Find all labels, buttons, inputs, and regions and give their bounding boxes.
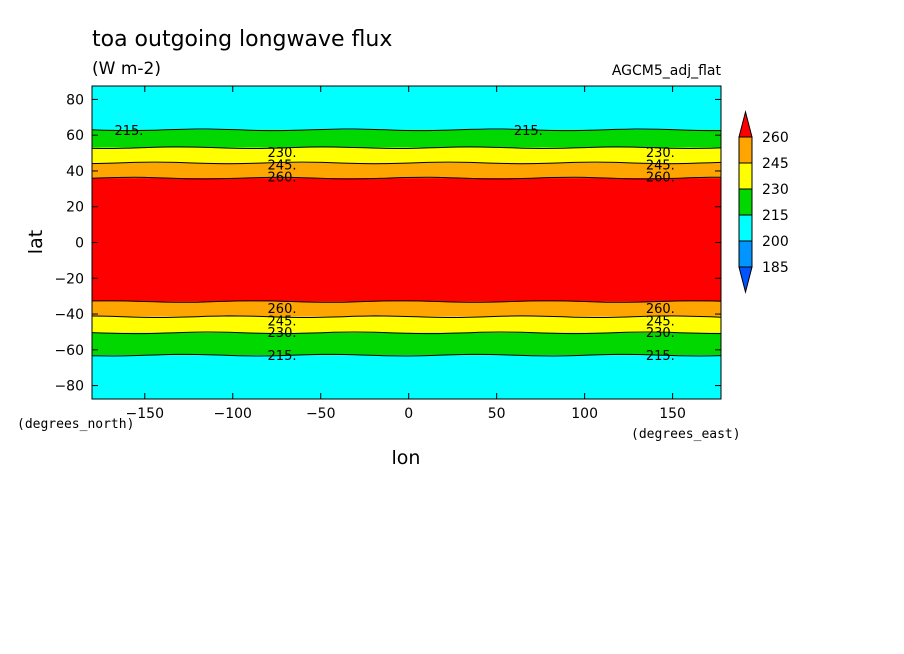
contour-label-15: 215. [646, 349, 675, 364]
y-tick-label-3: −20 [54, 271, 84, 287]
contour-band-0 [92, 86, 721, 130]
colorbar-label-200: 200 [762, 234, 789, 250]
contour-line-0 [91, 128, 721, 132]
chart-title: toa outgoing longwave flux [92, 27, 392, 52]
chart-units: (W m-2) [92, 59, 161, 79]
contour-band-5 [92, 301, 721, 317]
y-tick-label-1: −60 [54, 343, 84, 359]
x-axis: −150 −100 −50 0 50 100 150 [126, 86, 686, 422]
contour-label-14: 230. [646, 326, 675, 341]
contour-band-6 [92, 316, 721, 333]
colorbar-box-0 [738, 136, 753, 164]
x-tick-label-0: −150 [126, 406, 164, 422]
y-tick-label-5: 20 [66, 200, 84, 216]
colorbar-box-2 [738, 188, 753, 216]
contour-band-1 [92, 129, 721, 148]
contour-label-2: 230. [268, 146, 297, 161]
contour-label-1: 215. [514, 124, 543, 139]
contour-band-3 [92, 162, 721, 179]
contour-label-9: 245. [268, 314, 297, 329]
colorbar-label-245: 245 [762, 156, 789, 172]
y-tick-label-4: 0 [75, 236, 84, 252]
contour-label-13: 245. [646, 314, 675, 329]
colorbar-min-triangle [738, 266, 753, 294]
colorbar-box-4 [738, 240, 753, 268]
y-tick-label-8: 80 [66, 92, 84, 108]
x-axis-label: lon [392, 447, 421, 469]
contour-fill-layer [92, 86, 721, 399]
contour-line-1 [91, 146, 722, 150]
x-units-label: (degrees_east) [631, 427, 741, 442]
x-tick-label-5: 100 [571, 406, 598, 422]
colorbar-label-215: 215 [762, 208, 789, 224]
contour-label-7: 260. [646, 170, 675, 185]
contour-label-layer: 215. 215.230.245.260.230.245.260.260.245.… [114, 124, 674, 364]
x-tick-label-1: −100 [214, 406, 252, 422]
y-tick-label-0: −80 [54, 379, 84, 395]
contour-line-2 [91, 161, 722, 165]
contour-label-6: 245. [646, 159, 675, 174]
y-axis-label: lat [25, 230, 47, 254]
y-axis: −80 −60 −40 −20 0 20 40 60 80 [54, 92, 721, 395]
x-tick-label-2: −50 [306, 406, 336, 422]
colorbar-label-260: 260 [762, 130, 789, 146]
colorbar-max-triangle [738, 110, 753, 138]
contour-label-4: 260. [268, 170, 297, 185]
contour-line-7 [91, 353, 722, 357]
contour-line-4 [91, 300, 722, 303]
y-tick-label-7: 60 [66, 128, 84, 144]
contour-label-5: 230. [646, 146, 675, 161]
colorbar: 260 245 230 215 200 185 [738, 110, 789, 294]
colorbar-box-1 [738, 162, 753, 190]
contour-line-5 [91, 315, 722, 318]
colorbar-label-230: 230 [762, 182, 789, 198]
contour-label-8: 260. [268, 302, 297, 317]
contour-line-3 [91, 176, 721, 180]
contour-label-11: 215. [268, 349, 297, 364]
y-units-label: (degrees_north) [17, 417, 134, 432]
contour-label-3: 245. [268, 159, 297, 174]
contour-band-2 [92, 147, 721, 163]
contour-line-layer [91, 128, 722, 357]
x-tick-label-3: 0 [404, 406, 413, 422]
contour-label-10: 230. [268, 326, 297, 341]
colorbar-box-3 [738, 214, 753, 242]
contour-label-0: 215. [114, 124, 143, 139]
x-tick-label-4: 50 [488, 406, 506, 422]
contour-line-6 [91, 331, 722, 335]
contour-band-8 [92, 355, 721, 399]
experiment-label: AGCM5_adj_flat [612, 63, 722, 79]
y-tick-label-6: 40 [66, 164, 84, 180]
y-tick-label-2: −40 [54, 307, 84, 323]
contour-label-12: 260. [646, 302, 675, 317]
x-tick-label-6: 150 [659, 406, 686, 422]
contour-band-7 [92, 332, 721, 356]
contour-band-4 [92, 178, 721, 302]
colorbar-label-185: 185 [762, 260, 789, 276]
